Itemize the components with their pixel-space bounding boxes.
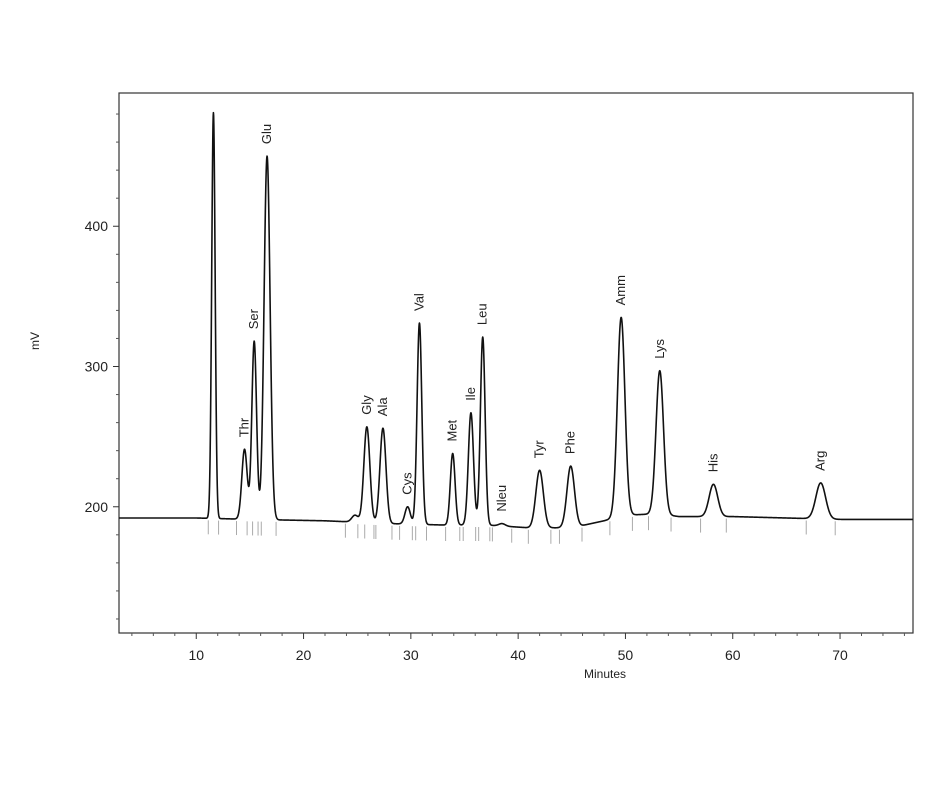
peak-label-glu: Glu bbox=[259, 124, 274, 144]
peak-label-phe: Phe bbox=[563, 431, 578, 454]
y-tick-label: 400 bbox=[85, 218, 109, 234]
peak-label-leu: Leu bbox=[475, 303, 490, 325]
x-tick-label: 50 bbox=[618, 647, 634, 663]
x-tick-label: 30 bbox=[403, 647, 419, 663]
peak-label-his: His bbox=[705, 453, 720, 472]
peak-labels: Thr Ser Glu Gly Ala Cys Val Met Ile Leu Nleu Tyr Phe… bbox=[237, 124, 828, 512]
peak-label-met: Met bbox=[445, 419, 460, 441]
y-tick-label: 300 bbox=[85, 359, 109, 375]
peak-label-gly: Gly bbox=[359, 395, 374, 415]
peak-label-thr: Thr bbox=[237, 417, 252, 437]
peak-label-arg: Arg bbox=[813, 451, 828, 471]
y-axis-ticks: 200 300 400 bbox=[85, 113, 119, 620]
peak-label-lys: Lys bbox=[652, 338, 667, 358]
peak-label-nleu: Nleu bbox=[494, 485, 509, 512]
peak-label-ile: Ile bbox=[463, 387, 478, 401]
x-minor-ticks bbox=[131, 633, 905, 636]
chromatogram-trace bbox=[118, 111, 914, 529]
x-tick-label: 70 bbox=[832, 647, 848, 663]
x-tick-label: 20 bbox=[296, 647, 312, 663]
peak-label-tyr: Tyr bbox=[532, 440, 547, 459]
peak-label-amm: Amm bbox=[613, 275, 628, 305]
x-axis-label: Minutes bbox=[584, 667, 626, 681]
x-axis-ticks: 10 20 30 40 50 60 70 bbox=[188, 633, 848, 663]
integration-markers bbox=[207, 516, 836, 544]
peak-label-ser: Ser bbox=[246, 308, 261, 329]
peak-label-val: Val bbox=[411, 293, 426, 311]
peak-label-ala: Ala bbox=[375, 397, 390, 417]
plot-frame bbox=[118, 92, 914, 634]
x-tick-label: 10 bbox=[188, 647, 204, 663]
x-tick-label: 60 bbox=[725, 647, 741, 663]
y-tick-label: 200 bbox=[85, 499, 109, 515]
x-tick-label: 40 bbox=[510, 647, 526, 663]
y-axis-label: mV bbox=[28, 332, 42, 350]
peak-label-cys: Cys bbox=[400, 472, 415, 495]
